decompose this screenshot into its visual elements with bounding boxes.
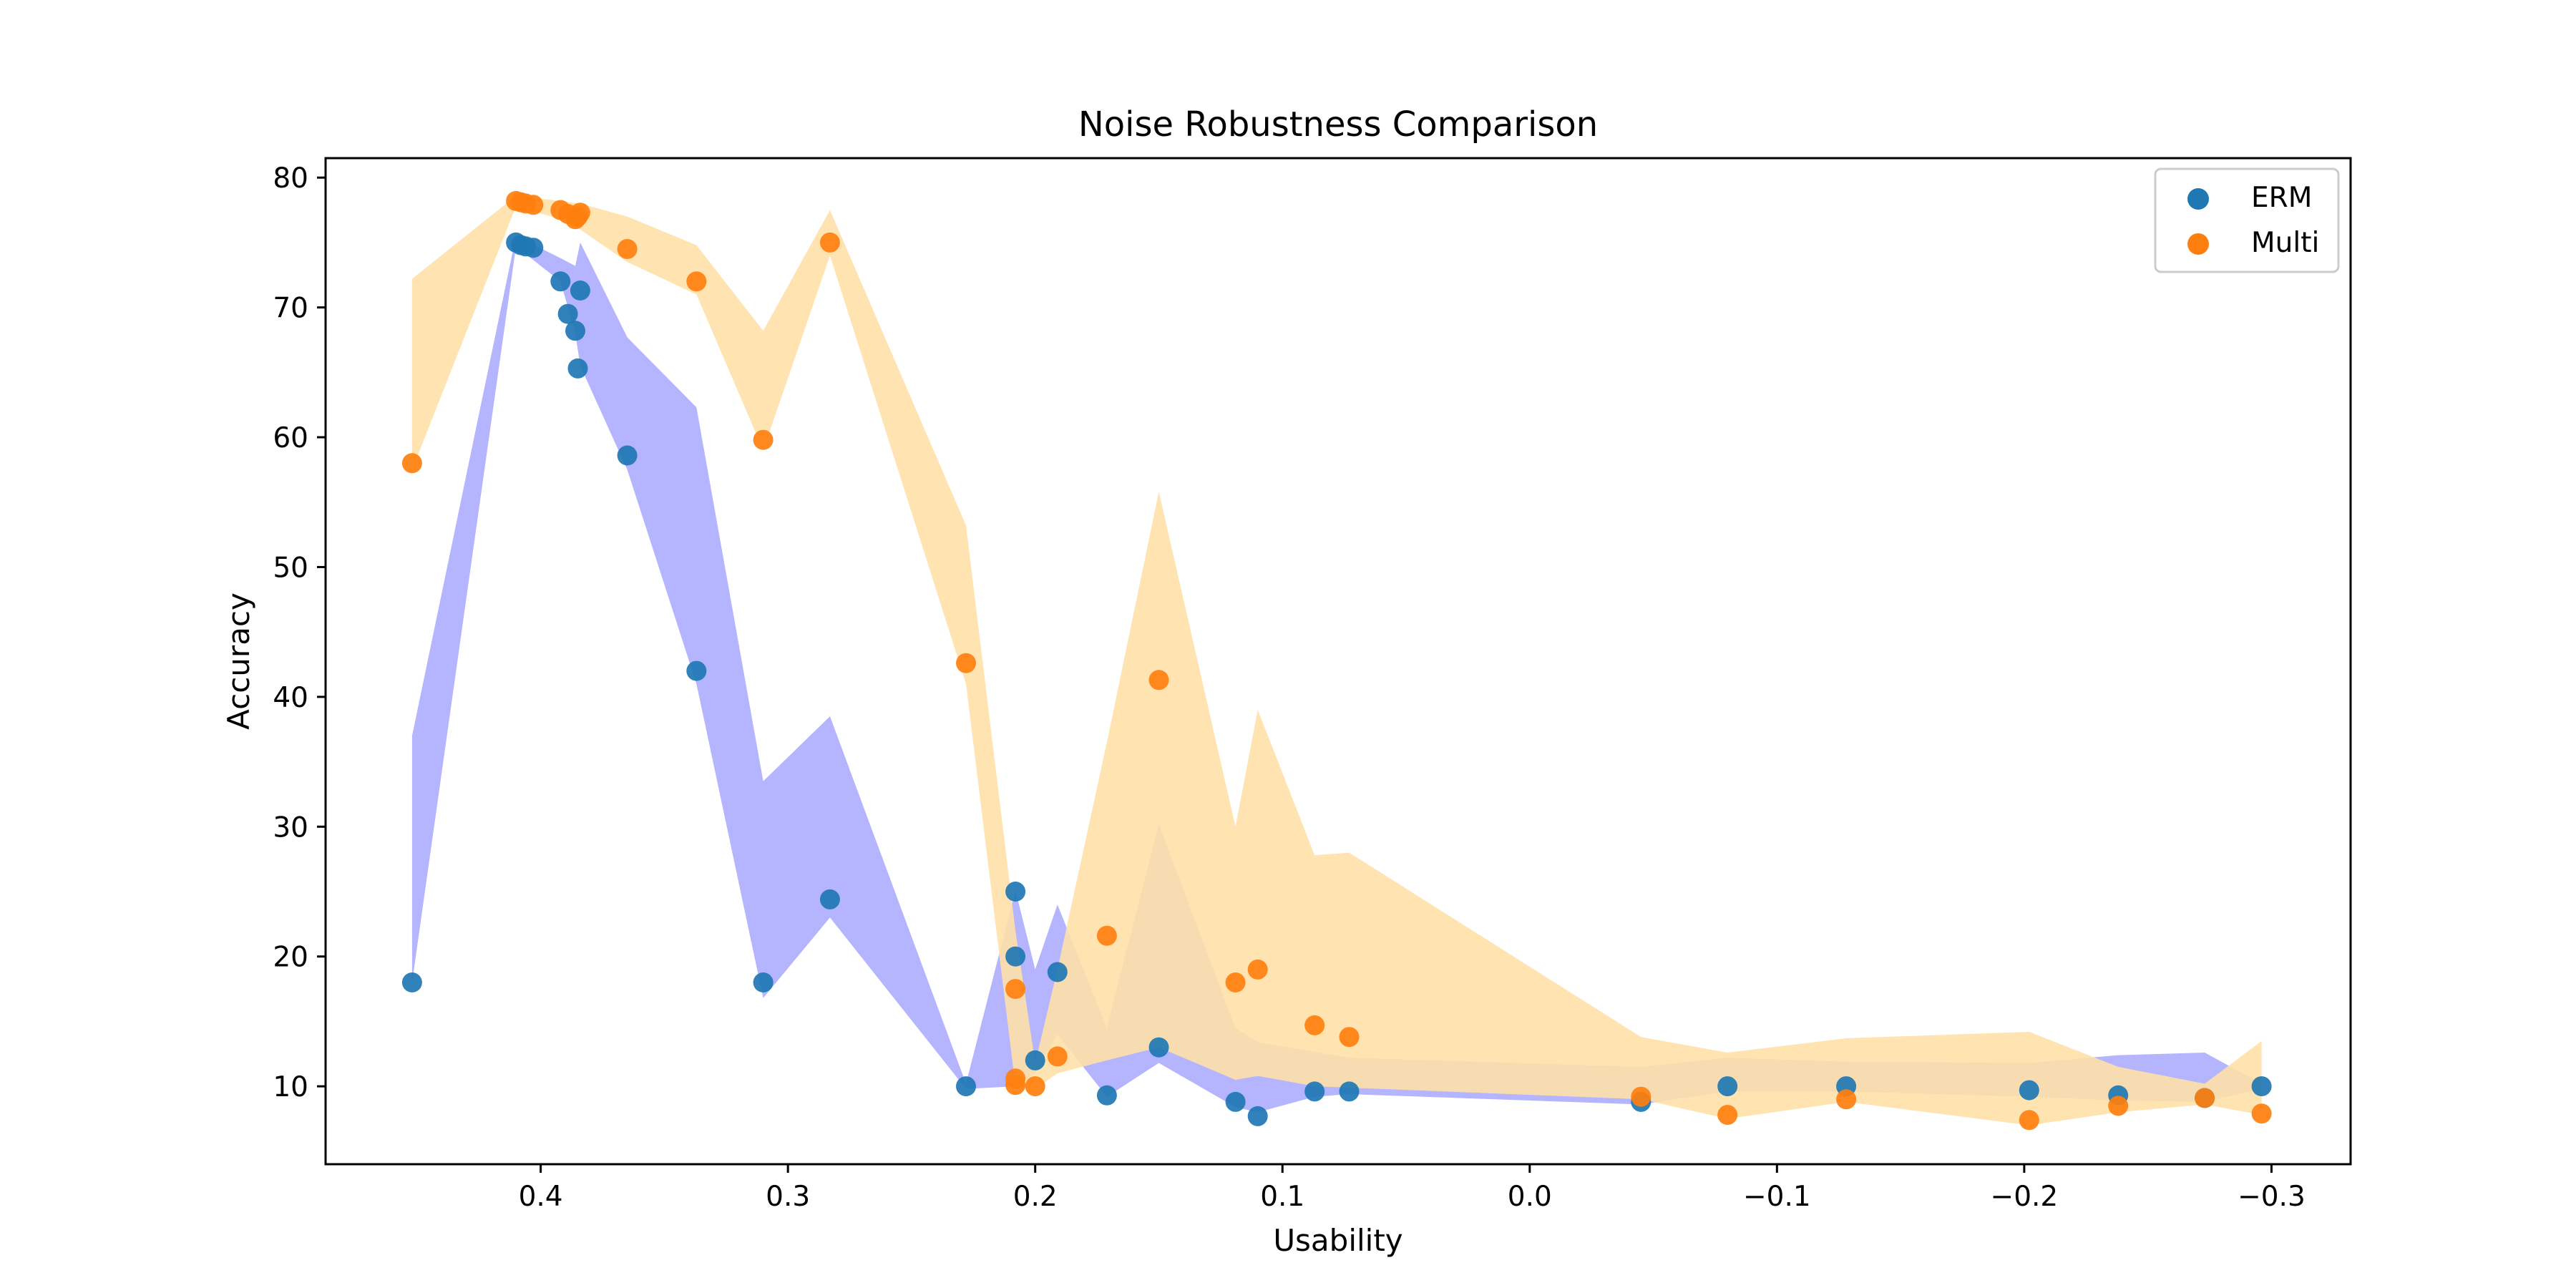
y-tick-label-7: 80 [273,162,308,195]
y-tick-label-4: 50 [273,552,308,584]
y-axis-label: Accuracy [221,592,256,730]
point-multi-18 [1025,1076,1045,1097]
point-erm-31 [2251,1076,2272,1097]
point-erm-8 [567,358,588,379]
point-multi-13 [819,232,840,253]
point-multi-0 [401,453,422,474]
point-erm-5 [550,271,571,292]
point-multi-24 [1304,1015,1325,1035]
band-erm [411,235,2262,1113]
x-tick-label-6: −0.2 [1991,1181,2059,1213]
y-tick-label-3: 40 [273,682,308,714]
point-erm-6 [557,303,578,324]
point-erm-13 [819,889,840,909]
point-multi-21 [1148,670,1169,691]
point-erm-17 [1025,1050,1045,1070]
point-multi-9 [570,203,590,223]
point-multi-23 [1247,959,1268,980]
point-erm-20 [1148,1037,1169,1058]
point-erm-7 [565,321,585,341]
x-tick-label-2: 0.2 [1013,1181,1058,1213]
legend-label-erm: ERM [2251,182,2312,214]
point-erm-15 [1005,882,1026,902]
y-tick-label-5: 60 [273,422,308,454]
point-multi-30 [2108,1096,2129,1116]
point-erm-14 [956,1076,976,1097]
point-erm-23 [1304,1081,1325,1102]
point-multi-20 [1096,925,1117,946]
x-axis-label: Usability [1273,1223,1402,1258]
plot-frame [324,157,2352,1166]
point-erm-4 [523,238,544,258]
x-tick-label-0: 0.4 [519,1181,563,1213]
point-erm-24 [1339,1081,1360,1102]
point-erm-12 [753,972,774,992]
confidence-bands [411,195,2262,1126]
point-erm-10 [617,445,638,466]
x-tick-label-3: 0.1 [1260,1181,1304,1213]
legend-label-multi: Multi [2251,227,2319,259]
point-multi-29 [2019,1110,2039,1131]
y-tick-label-1: 20 [273,942,308,974]
point-multi-4 [523,195,544,215]
point-multi-19 [1047,1046,1068,1067]
point-erm-22 [1247,1106,1268,1126]
y-axis-ticks: 10 20 30 40 50 60 70 80 [273,162,326,1103]
point-multi-31 [2195,1088,2215,1108]
y-tick-label-0: 10 [273,1071,308,1103]
x-tick-label-4: 0.0 [1508,1181,1552,1213]
x-tick-label-7: −0.3 [2238,1181,2306,1213]
band-multi [411,195,2262,1126]
point-erm-21 [1225,1091,1246,1112]
point-multi-11 [686,271,707,292]
legend: ERM Multi [2154,167,2340,273]
chart-title: Noise Robustness Comparison [1078,104,1598,145]
point-multi-27 [1717,1105,1738,1126]
point-multi-22 [1225,972,1246,992]
point-erm-9 [570,280,590,301]
point-multi-32 [2251,1103,2272,1124]
data-points [401,190,2272,1131]
point-erm-0 [401,972,422,992]
point-erm-28 [2019,1080,2039,1101]
x-axis-ticks: 0.4 0.3 0.2 0.1 0.0 −0.1 −0.2 −0.3 [519,1164,2306,1213]
point-erm-26 [1717,1076,1738,1097]
y-tick-label-6: 70 [273,293,308,325]
y-tick-label-2: 30 [273,811,308,844]
legend-marker-erm [2187,188,2209,210]
point-multi-26 [1631,1086,1652,1107]
point-erm-11 [686,660,707,681]
point-multi-12 [753,429,774,450]
legend-marker-multi [2187,233,2209,255]
point-multi-10 [617,239,638,259]
point-multi-14 [956,653,976,673]
x-tick-label-1: 0.3 [766,1181,810,1213]
point-erm-18 [1047,962,1068,982]
point-multi-28 [1836,1089,1857,1110]
point-multi-17 [1005,1075,1026,1096]
point-erm-19 [1096,1085,1117,1106]
point-erm-16 [1005,946,1026,967]
x-tick-label-5: −0.1 [1743,1181,1811,1213]
point-multi-25 [1339,1027,1360,1048]
point-multi-15 [1005,979,1026,1000]
